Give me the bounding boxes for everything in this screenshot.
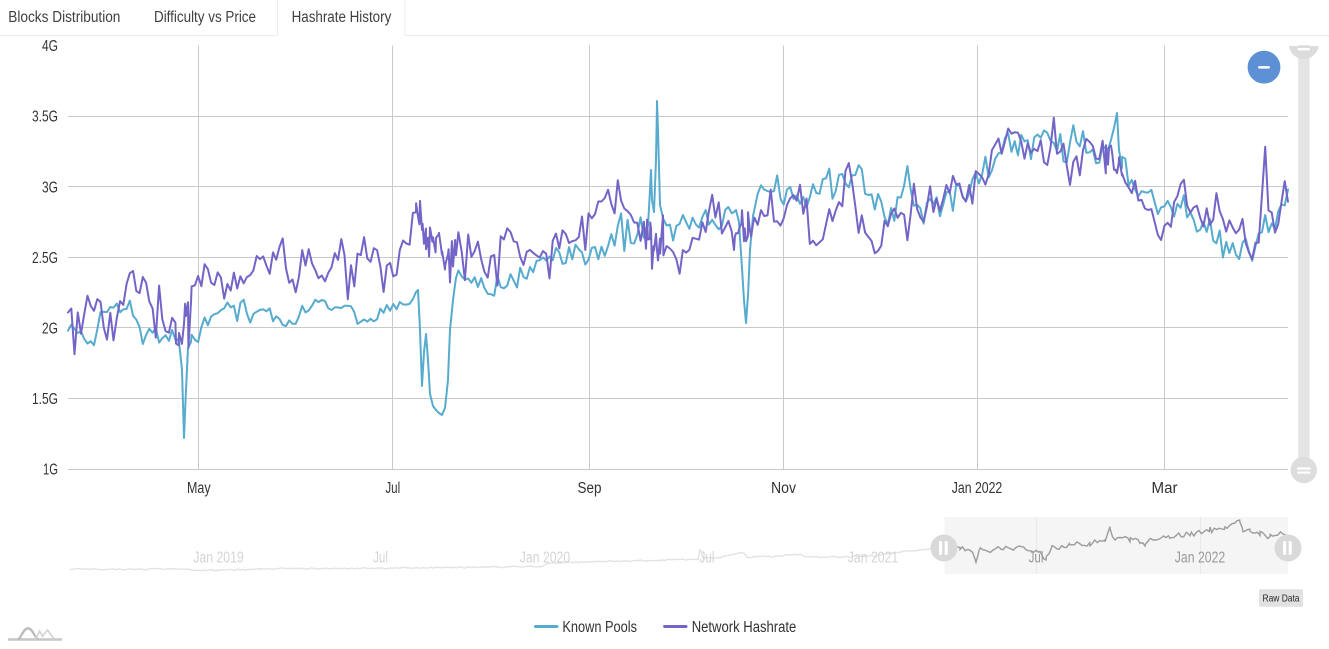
svg-text:Jul: Jul — [700, 550, 715, 567]
svg-text:Mar: Mar — [1152, 480, 1178, 497]
svg-text:2.5G: 2.5G — [32, 250, 58, 267]
svg-text:Jan 2022: Jan 2022 — [1175, 550, 1225, 567]
svg-text:1G: 1G — [43, 462, 58, 479]
svg-text:Hashrate History: Hashrate History — [292, 9, 392, 26]
svg-text:Jul: Jul — [1029, 550, 1044, 567]
svg-text:3G: 3G — [42, 179, 58, 196]
svg-text:Difficulty vs Price: Difficulty vs Price — [154, 9, 256, 26]
svg-text:Jan 2021: Jan 2021 — [848, 550, 898, 567]
svg-text:Blocks Distribution: Blocks Distribution — [8, 9, 120, 26]
svg-text:2G: 2G — [42, 320, 58, 337]
svg-text:Jan 2022: Jan 2022 — [952, 480, 1002, 497]
svg-text:Nov: Nov — [771, 480, 796, 497]
svg-text:May: May — [187, 480, 211, 497]
svg-text:4G: 4G — [42, 38, 58, 55]
svg-text:Sep: Sep — [578, 480, 602, 497]
svg-text:Network Hashrate: Network Hashrate — [692, 619, 797, 636]
svg-text:3.5G: 3.5G — [32, 109, 58, 126]
svg-text:Jan 2020: Jan 2020 — [520, 550, 571, 567]
svg-text:Jan 2019: Jan 2019 — [193, 550, 243, 567]
svg-text:Raw Data: Raw Data — [1263, 592, 1300, 604]
svg-text:Known Pools: Known Pools — [562, 619, 637, 636]
svg-text:Jul: Jul — [373, 550, 388, 567]
svg-text:1.5G: 1.5G — [32, 391, 58, 408]
svg-text:Jul: Jul — [385, 480, 400, 497]
